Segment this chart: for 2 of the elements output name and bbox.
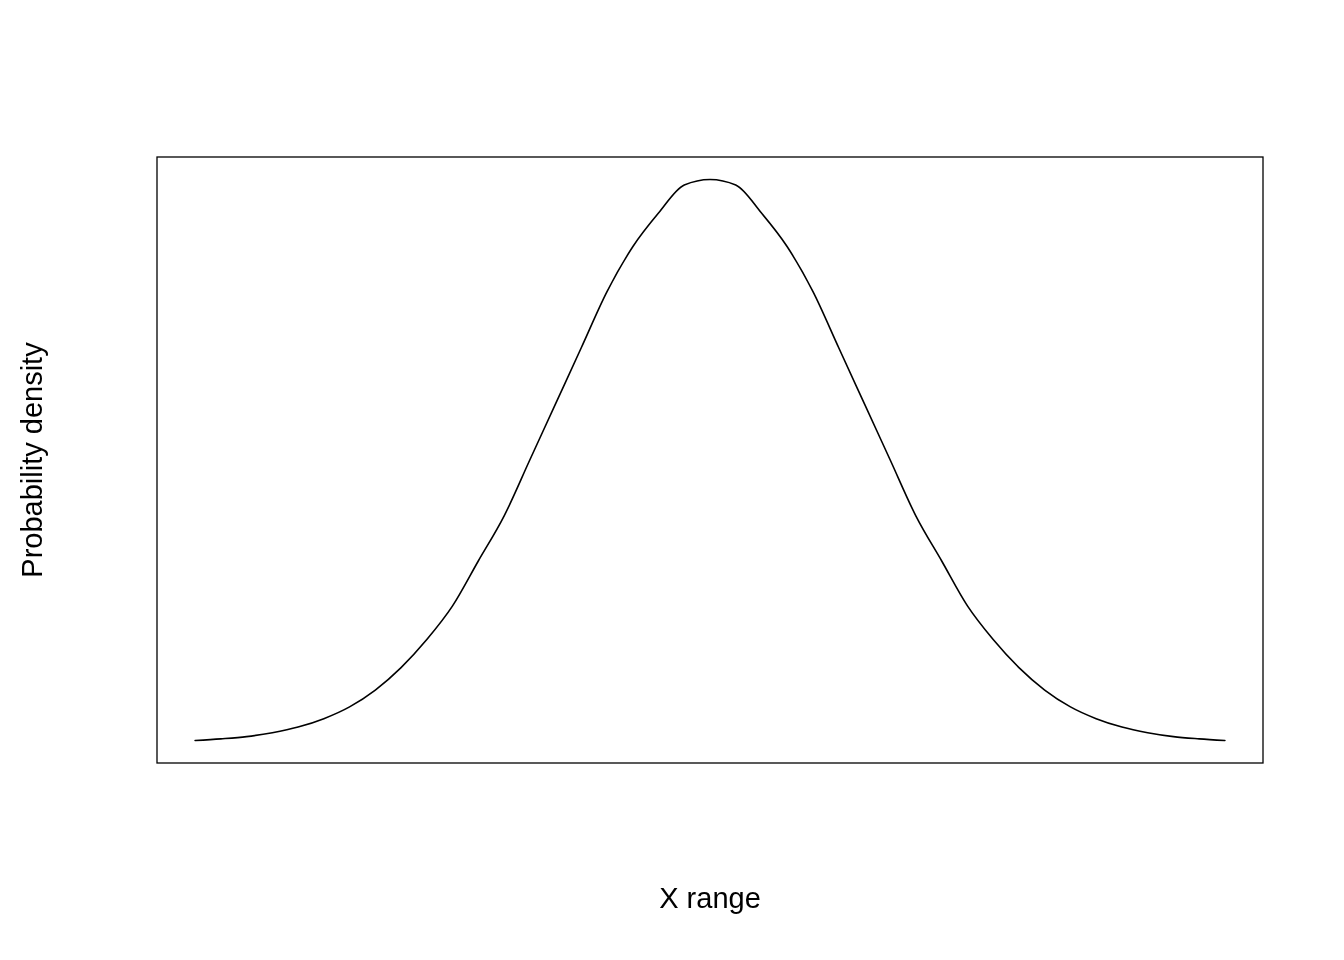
y-axis-title: Probability density bbox=[16, 341, 48, 578]
x-axis-title: X range bbox=[659, 882, 761, 914]
